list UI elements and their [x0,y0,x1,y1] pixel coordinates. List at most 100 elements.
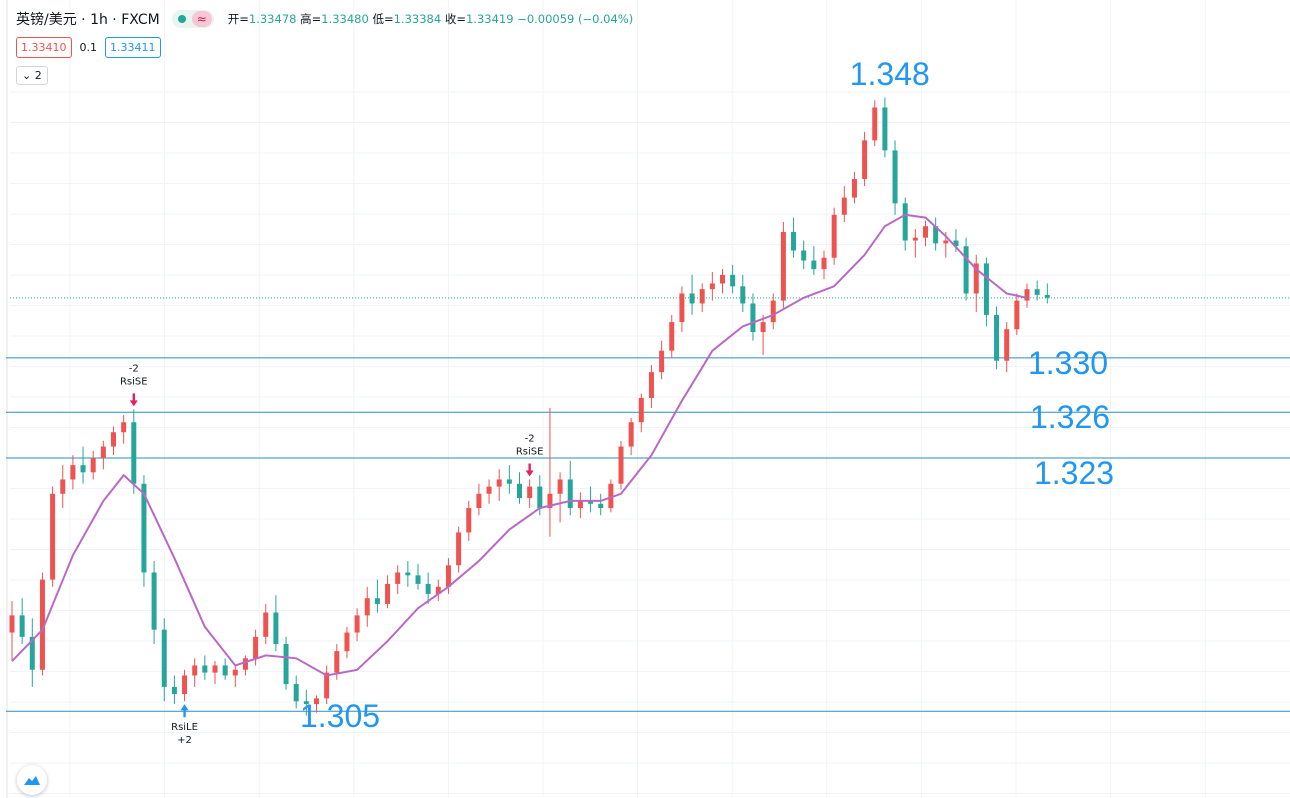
candle-body [385,583,391,604]
candle-body [334,651,340,673]
candle-body [1014,300,1020,330]
candle-body [882,107,888,151]
open-label: 开= [227,12,249,26]
signal-qty-label: -2 [129,363,139,374]
tradingview-logo-icon[interactable] [17,765,47,795]
candle-body [618,446,624,484]
candle-body [50,493,56,580]
buy-price-button[interactable]: 1.33411 [105,37,161,58]
candle-body [780,231,786,301]
candle-body [293,684,299,702]
candle-body [628,422,634,447]
candle-body [699,289,705,304]
candle-body [1004,329,1010,361]
candle-body [770,300,776,323]
spread-value: 0.1 [79,41,98,54]
candle-body [131,422,137,484]
signal-name-label: RsiSE [516,446,544,457]
candle-body [141,483,147,573]
peak-annotation-label: 1.348 [850,56,930,92]
candle-body [456,532,462,566]
candle-body [435,586,441,594]
change-value: −0.00059 (−0.04%) [517,12,634,26]
candle-body [933,226,939,244]
candle-body [486,486,492,494]
candle-body [232,669,238,676]
wave-icon: ≈ [191,11,212,27]
candle-body [80,465,86,473]
candle-body [648,372,654,398]
low-label: 低= [372,12,394,26]
long-signal-arrow-icon [180,704,189,718]
candle-body [161,629,167,687]
candle-body [171,686,177,695]
candle-body [862,140,868,179]
candle-body [202,665,208,673]
candle-body [111,432,116,447]
level-labels: 1.330 1.326 1.323 1.305 1.348 [300,56,1114,734]
candle-body [841,197,847,215]
candle-body [689,293,695,304]
candle-body [100,446,106,458]
chart-grid [6,0,1290,798]
candle-body [70,465,76,480]
candle-body [121,422,127,433]
candle-body [791,231,797,251]
candle-body [283,644,289,685]
candle-body [19,615,25,637]
candle-body [973,263,979,294]
symbol-title[interactable]: 英镑/美元 · 1h · FXCM [16,12,160,28]
candle-body [395,572,401,584]
candle-body [466,508,472,533]
candle-body [1044,294,1050,298]
candle-body [303,701,309,705]
chart-header: 英镑/美元 · 1h · FXCM ≈ 开=1.33478 高=1.33480 … [16,9,633,29]
candle-body [923,226,928,238]
short-signal-arrow-icon [525,463,534,477]
candle-body [60,479,66,494]
strategy-signals: -2 RsiSE RsiLE +2 -2 RsiSE [120,363,543,746]
candle-body [740,286,746,304]
signal-name-label: RsiLE [171,722,198,733]
candle-body [638,397,644,423]
low-value: 1.33384 [393,12,442,26]
short-signal-arrow-icon [129,393,138,407]
candle-body [811,260,817,270]
candle-body [994,314,1000,361]
candle-body [709,283,715,290]
candle-body [496,479,502,487]
level-annotation-label: 1.305 [300,698,380,734]
candle-body [39,579,45,670]
candle-body [506,479,512,484]
candle-body [537,486,543,509]
candle-body [679,293,685,323]
candle-body [374,598,380,604]
indicators-collapse-button[interactable]: ⌄ 2 [16,66,48,85]
candle-body [577,500,583,509]
signal-qty-label: -2 [525,433,535,444]
candle-body [222,665,228,676]
candle-body [557,479,563,494]
candle-body [598,503,604,509]
candle-body [425,583,431,594]
level-annotation-label: 1.323 [1034,455,1114,491]
candle-body [720,274,725,284]
candle-body [263,612,269,637]
sell-price-button[interactable]: 1.33410 [16,37,72,58]
candle-body [415,575,421,584]
candlesticks [9,97,1050,716]
market-status[interactable]: ≈ [171,10,214,28]
candle-body [90,458,96,473]
candle-body [953,240,959,247]
level-annotation-label: 1.330 [1028,345,1108,381]
candle-body [983,263,989,315]
candle-body [324,672,330,699]
moving-average-line [11,213,1028,677]
candle-body [314,698,319,705]
signal-qty-label: +2 [177,735,192,746]
candle-body [273,612,279,644]
candle-body [517,483,522,499]
market-open-dot-icon [177,15,186,23]
high-label: 高= [300,12,322,26]
